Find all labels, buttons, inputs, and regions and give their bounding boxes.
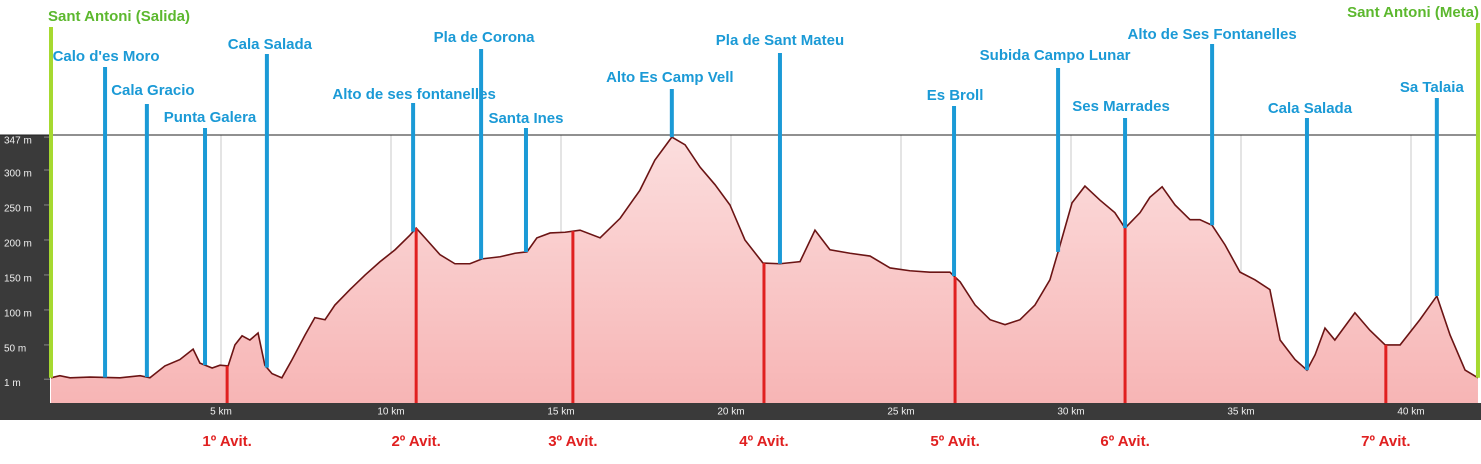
waypoint-label: Alto de ses fontanelles: [332, 86, 495, 103]
x-tick-label: 25 km: [887, 407, 914, 418]
waypoint-label: Cala Gracio: [111, 82, 194, 99]
x-tick-label: 15 km: [547, 407, 574, 418]
x-axis-band: [0, 403, 1481, 420]
profile-line: [50, 136, 1479, 379]
avit-label: 2º Avit.: [391, 433, 440, 450]
x-tick-label: 40 km: [1397, 407, 1424, 418]
y-tick-label: 100 m: [4, 309, 32, 320]
x-tick-label: 20 km: [717, 407, 744, 418]
waypoint-label: Calo d'es Moro: [53, 48, 160, 65]
avit-label: 4º Avit.: [739, 433, 788, 450]
waypoint-label: Sa Talaia: [1400, 79, 1465, 96]
waypoint-label: Santa Ines: [488, 110, 563, 127]
waypoint-label: Cala Salada: [1268, 100, 1353, 117]
start-label: Sant Antoni (Salida): [48, 8, 190, 25]
avit-label: 5º Avit.: [930, 433, 979, 450]
waypoint-label: Pla de Corona: [434, 29, 536, 46]
avit-label: 3º Avit.: [548, 433, 597, 450]
x-tick-label: 10 km: [377, 407, 404, 418]
y-axis-band: [0, 135, 50, 420]
y-tick-label: 347 m: [4, 136, 32, 147]
end-label: Sant Antoni (Meta): [1347, 4, 1479, 21]
x-tick-label: 35 km: [1227, 407, 1254, 418]
waypoint-label: Subida Campo Lunar: [980, 47, 1131, 64]
waypoint-label: Alto de Ses Fontanelles: [1127, 26, 1296, 43]
avit-label: 7º Avit.: [1361, 433, 1410, 450]
avit-label: 1º Avit.: [202, 433, 251, 450]
y-tick-label: 150 m: [4, 274, 32, 285]
y-tick-label: 1 m: [4, 378, 21, 389]
waypoint-label: Es Broll: [927, 87, 984, 104]
waypoint-label: Alto Es Camp Vell: [606, 69, 734, 86]
y-tick-label: 300 m: [4, 169, 32, 180]
waypoint-label: Cala Salada: [228, 36, 313, 53]
y-tick-label: 250 m: [4, 204, 32, 215]
waypoint-label: Punta Galera: [164, 109, 257, 126]
waypoint-label: Pla de Sant Mateu: [716, 32, 844, 49]
waypoint-label: Ses Marrades: [1072, 98, 1170, 115]
y-tick-label: 200 m: [4, 239, 32, 250]
x-tick-label: 30 km: [1057, 407, 1084, 418]
x-tick-label: 5 km: [210, 407, 232, 418]
avit-label: 6º Avit.: [1100, 433, 1149, 450]
y-tick-label: 50 m: [4, 344, 26, 355]
